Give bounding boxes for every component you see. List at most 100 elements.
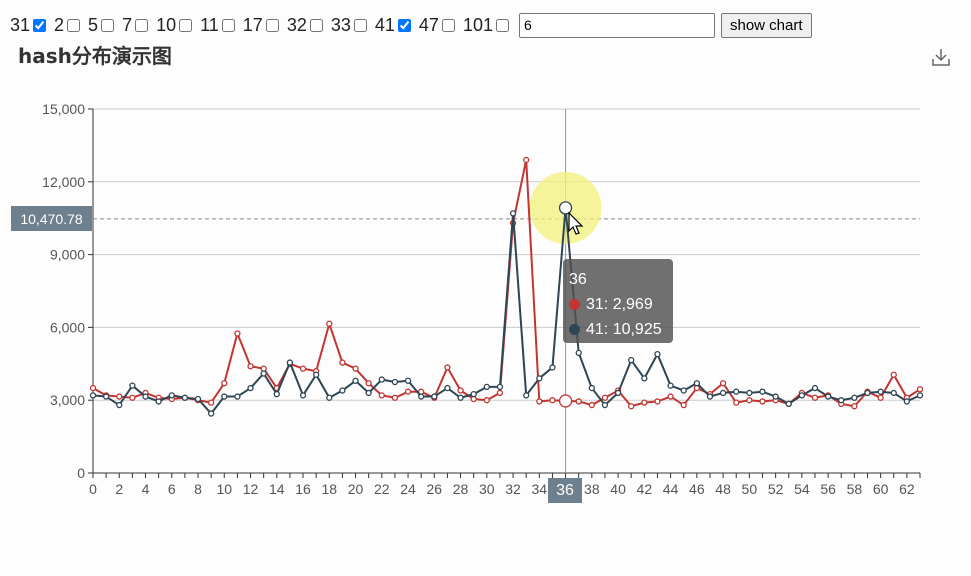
series-41-point [536, 375, 543, 382]
x-tick-label: 24 [400, 481, 416, 497]
series-31-point [877, 394, 884, 401]
series-31-point [667, 393, 674, 400]
series-31-point [404, 388, 412, 395]
series-31-point [588, 401, 595, 409]
series-41-point [221, 393, 228, 400]
series-checkbox-47[interactable] [441, 18, 455, 32]
series-41-point [851, 394, 858, 401]
series-checkbox-2[interactable] [67, 18, 81, 32]
series-41-point [142, 393, 149, 400]
series-41-point [877, 388, 884, 395]
series-31-point [759, 398, 766, 405]
series-31-point [207, 399, 215, 406]
series-checkbox-11[interactable] [221, 18, 235, 32]
series-41-point [558, 201, 573, 215]
series-41-point [680, 387, 687, 394]
series-31-point [523, 156, 530, 164]
series-option-11[interactable]: 11 [200, 15, 235, 36]
series-checkbox-101[interactable] [496, 18, 509, 32]
y-tick-label: 9,000 [50, 247, 85, 263]
series-option-label: 101 [462, 14, 493, 35]
series-31-point [601, 394, 609, 401]
series-41-point [326, 394, 333, 401]
x-tick-label: 38 [584, 481, 600, 497]
series-41-point [733, 388, 740, 395]
series-31-point [641, 399, 648, 406]
series-31-point [483, 397, 490, 404]
series-31-point [457, 387, 464, 394]
series-option-5[interactable]: 5 [88, 15, 115, 36]
y-tick-label: 15,000 [42, 101, 85, 117]
series-option-101[interactable]: 101 [463, 15, 509, 36]
series-option-17[interactable]: 17 [243, 15, 279, 36]
series-41-point [457, 394, 464, 401]
series-31-point [811, 394, 819, 401]
series-41-point [772, 393, 779, 400]
series-41-point [207, 410, 215, 417]
x-tick-label: 10 [216, 481, 232, 497]
series-option-7[interactable]: 7 [122, 15, 149, 36]
series-31-point [680, 401, 687, 409]
series-checkbox-32[interactable] [309, 18, 323, 32]
series-41-point [667, 382, 674, 389]
series-41-point [903, 398, 911, 405]
x-tick-label: 4 [142, 481, 150, 497]
series-41-point [247, 384, 254, 392]
tooltip-row-31: 31: 2,969 [569, 292, 667, 317]
series-checkbox-33[interactable] [353, 18, 367, 32]
chart-tooltip: 36 31: 2,969 41: 10,925 [563, 259, 673, 343]
series-31-point [247, 363, 254, 370]
series-option-33[interactable]: 33 [331, 15, 367, 36]
series-41-point [470, 390, 477, 398]
series-41-point [575, 349, 582, 357]
y-tick-label: 3,000 [50, 392, 85, 408]
x-tick-label: 40 [610, 481, 626, 497]
series-31-point [352, 365, 359, 372]
x-tick-label: 14 [269, 481, 285, 497]
x-tick-label: 58 [847, 481, 863, 497]
series-31-point [339, 359, 346, 366]
series-31-point [628, 403, 635, 410]
download-icon[interactable] [931, 47, 951, 67]
series-option-10[interactable]: 10 [156, 15, 193, 36]
series-checkbox-10[interactable] [179, 18, 193, 32]
number-input[interactable] [519, 12, 715, 38]
series-checkbox-17[interactable] [265, 18, 279, 32]
mouse-cursor-icon [568, 212, 584, 235]
series-41-point [378, 376, 385, 383]
chart-title: hash分布演示图 [18, 44, 172, 68]
x-tick-label: 16 [295, 481, 311, 497]
series-checkbox-31[interactable] [33, 18, 47, 32]
series-41-point [549, 364, 556, 371]
x-tick-label: 28 [453, 481, 469, 497]
x-tick-label: 52 [768, 481, 784, 497]
series-31-point [234, 330, 241, 337]
x-tick-label: 34 [532, 481, 548, 497]
series-41-point [155, 398, 162, 405]
series-31-point [719, 380, 727, 387]
series-option-32[interactable]: 32 [287, 15, 323, 36]
series-option-label: 47 [418, 14, 439, 35]
series-41-point [496, 383, 504, 391]
series-checkbox-7[interactable] [135, 18, 149, 32]
series-41-point [890, 389, 897, 397]
x-tick-label: 50 [742, 481, 758, 497]
series-option-41[interactable]: 41 [375, 15, 411, 36]
series-41-point [404, 377, 412, 384]
tooltip-series-value: 10,925 [612, 320, 662, 338]
series-41-point [523, 392, 530, 399]
series-option-2[interactable]: 2 [54, 15, 81, 36]
series-41-point [916, 392, 924, 399]
x-axis-pointer-label: 36 [548, 478, 582, 503]
series-checkbox-5[interactable] [101, 18, 115, 32]
series-option-47[interactable]: 47 [419, 15, 455, 36]
series-option-31[interactable]: 31 [10, 15, 47, 36]
series-31-point [746, 397, 753, 404]
series-31-point [851, 403, 858, 410]
series-31-point [733, 399, 740, 406]
y-tick-label: 12,000 [42, 174, 85, 190]
show-chart-button[interactable]: show chart [721, 12, 812, 38]
series-41-point [785, 400, 792, 407]
series-checkbox-41[interactable] [397, 18, 411, 32]
series-41-point [798, 392, 806, 399]
